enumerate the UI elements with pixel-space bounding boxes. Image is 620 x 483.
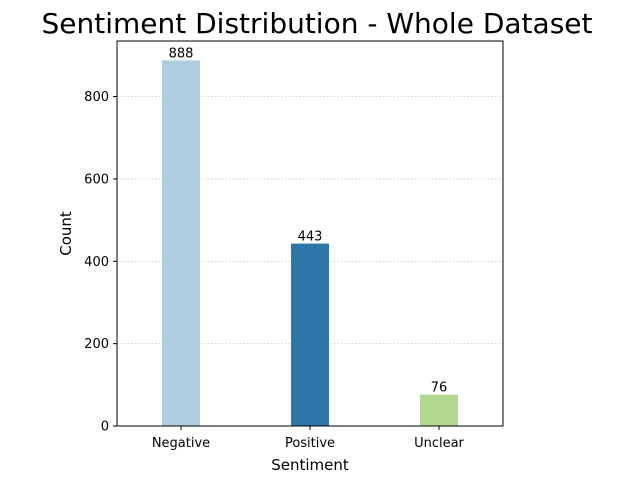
y-tick-label: 200 [84, 337, 109, 352]
y-tick-label: 600 [84, 172, 109, 187]
x-axis-label: Sentiment [271, 456, 349, 474]
data-label: 443 [298, 230, 323, 245]
x-tick-label: Positive [285, 436, 335, 451]
data-label: 888 [169, 46, 194, 61]
y-tick-label: 0 [101, 420, 109, 435]
data-labels: 888 443 76 [169, 46, 448, 395]
data-label: 76 [431, 381, 448, 396]
y-tick-label: 400 [84, 255, 109, 270]
bar-negative [162, 60, 200, 427]
chart-title: Sentiment Distribution - Whole Dataset [41, 7, 592, 40]
x-tick-label: Negative [152, 436, 210, 451]
bar-positive [291, 243, 329, 426]
plot-frame [116, 40, 504, 427]
x-axis-ticks: Negative Positive Unclear [152, 426, 465, 451]
x-tick-label: Unclear [414, 436, 464, 451]
bars [162, 60, 458, 427]
bar-unclear [420, 394, 458, 426]
y-tick-label: 800 [84, 90, 109, 105]
y-axis-label: Count [57, 211, 75, 256]
y-axis-ticks: 0 200 400 600 800 [84, 90, 117, 435]
